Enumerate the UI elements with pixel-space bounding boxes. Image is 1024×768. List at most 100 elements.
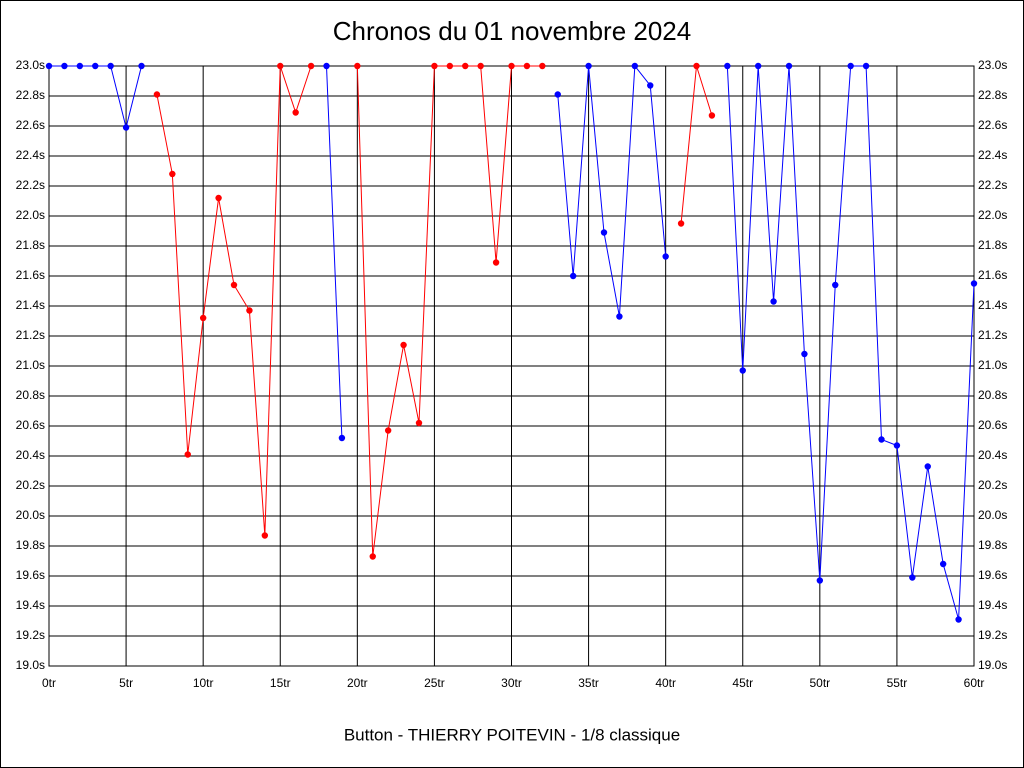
data-point	[277, 62, 284, 70]
data-point	[138, 62, 145, 70]
data-point	[893, 442, 901, 449]
data-point	[909, 574, 916, 581]
y2-tick-label: 21.8s	[978, 238, 1007, 252]
data-point	[785, 62, 793, 70]
data-point	[955, 616, 962, 623]
data-point	[862, 62, 870, 70]
data-point	[246, 307, 253, 314]
x-tick-label: 5tr	[119, 676, 133, 690]
y2-tick-label: 21.2s	[978, 328, 1007, 342]
data-point	[338, 434, 346, 442]
y-tick-label: 22.2s	[16, 178, 45, 192]
data-point	[61, 62, 68, 70]
y-tick-label: 21.2s	[16, 328, 45, 342]
y2-tick-label: 22.2s	[978, 178, 1007, 192]
data-point	[939, 560, 947, 568]
y-tick-label: 19.2s	[16, 628, 45, 642]
data-point	[92, 62, 99, 70]
data-point	[770, 298, 777, 305]
data-point	[76, 62, 84, 70]
data-point	[462, 62, 469, 70]
data-point	[492, 259, 500, 266]
data-point	[199, 314, 207, 322]
y2-tick-label: 22.6s	[978, 118, 1007, 132]
y-tick-label: 22.4s	[16, 148, 45, 162]
x-tick-label: 60tr	[964, 676, 985, 690]
data-point	[569, 272, 577, 280]
x-tick-label: 50tr	[809, 676, 830, 690]
y-tick-label: 20.4s	[16, 448, 45, 462]
y2-tick-label: 19.0s	[978, 658, 1007, 672]
y2-tick-label: 21.6s	[978, 268, 1007, 282]
y2-tick-label: 22.4s	[978, 148, 1007, 162]
y-tick-label: 22.8s	[16, 88, 45, 102]
data-point	[323, 62, 330, 70]
x-tick-label: 15tr	[270, 676, 291, 690]
data-point	[539, 62, 546, 70]
data-point	[508, 62, 515, 70]
x-axis-label: Button - THIERRY POITEVIN - 1/8 classiqu…	[344, 725, 680, 744]
data-point	[107, 62, 114, 70]
x-tick-label: 35tr	[578, 676, 599, 690]
y2-tick-label: 20.8s	[978, 388, 1007, 402]
y2-tick-label: 20.0s	[978, 508, 1007, 522]
y-tick-label: 20.6s	[16, 418, 45, 432]
y-tick-label: 20.2s	[16, 478, 45, 492]
data-point	[924, 463, 931, 470]
data-point	[184, 451, 191, 458]
y2-tick-label: 20.2s	[978, 478, 1007, 492]
y-tick-label: 21.0s	[16, 358, 45, 372]
y2-tick-label: 19.4s	[978, 598, 1007, 612]
data-point	[554, 91, 561, 98]
data-point	[261, 532, 269, 539]
data-point	[215, 194, 222, 202]
data-point	[970, 280, 978, 287]
y-tick-label: 20.8s	[16, 388, 45, 402]
data-point	[230, 281, 238, 289]
data-point	[307, 62, 315, 70]
y2-tick-label: 21.0s	[978, 358, 1007, 372]
data-point	[847, 62, 854, 70]
data-point	[832, 281, 839, 289]
y-tick-label: 19.6s	[16, 568, 45, 582]
data-point	[739, 367, 746, 374]
x-tick-label: 45tr	[732, 676, 753, 690]
y2-tick-label: 23.0s	[978, 58, 1007, 72]
data-point	[662, 253, 669, 260]
y-tick-label: 21.8s	[16, 238, 45, 252]
x-tick-label: 30tr	[501, 676, 522, 690]
data-point	[153, 91, 161, 98]
y-tick-label: 21.4s	[16, 298, 45, 312]
data-point	[754, 62, 762, 70]
data-point	[354, 62, 361, 70]
data-point	[431, 62, 438, 70]
data-point	[446, 62, 454, 70]
y-tick-label: 21.6s	[16, 268, 45, 282]
data-point	[647, 82, 654, 89]
y-tick-label: 23.0s	[16, 58, 45, 72]
y2-tick-label: 21.4s	[978, 298, 1007, 312]
data-point	[415, 419, 423, 427]
x-tick-label: 10tr	[193, 676, 214, 690]
data-point	[631, 62, 639, 70]
data-point	[616, 313, 623, 320]
data-point	[724, 62, 731, 70]
x-tick-label: 55tr	[887, 676, 908, 690]
data-point	[477, 62, 484, 70]
y2-tick-label: 20.6s	[978, 418, 1007, 432]
data-point	[400, 341, 407, 349]
y-tick-label: 19.4s	[16, 598, 45, 612]
y2-tick-label: 22.8s	[978, 88, 1007, 102]
data-point	[878, 436, 885, 443]
y-tick-label: 20.0s	[16, 508, 45, 522]
data-point	[384, 427, 392, 434]
y2-tick-label: 19.8s	[978, 538, 1007, 552]
y2-tick-label: 22.0s	[978, 208, 1007, 222]
y-tick-label: 22.0s	[16, 208, 45, 222]
data-point	[600, 229, 608, 236]
data-point	[122, 124, 130, 131]
data-point	[169, 170, 176, 178]
x-tick-label: 25tr	[424, 676, 445, 690]
data-point	[292, 109, 299, 116]
